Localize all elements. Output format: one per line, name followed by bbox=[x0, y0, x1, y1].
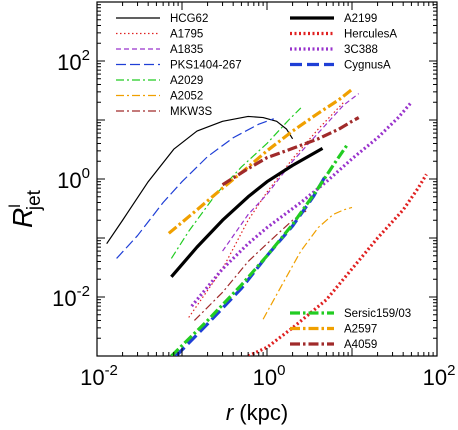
legend-label: A1795 bbox=[170, 29, 203, 41]
series-line-a4059 bbox=[221, 116, 360, 187]
series-line-a1795 bbox=[188, 101, 345, 318]
x-axis-title: r (kpc) bbox=[226, 400, 288, 425]
legend-label: A2029 bbox=[170, 75, 203, 87]
x-tick-label: 102 bbox=[423, 362, 456, 390]
legend-label: A2052 bbox=[170, 91, 203, 103]
legend-label: HerculesA bbox=[344, 29, 397, 41]
legend-label: A2597 bbox=[344, 324, 377, 336]
legend-label: MKW3S bbox=[170, 106, 213, 118]
y-axis-title: Rljet bbox=[7, 189, 45, 228]
series-line-herculesa bbox=[247, 173, 428, 356]
y-tick-label: 100 bbox=[57, 165, 90, 193]
series-line-a2199 bbox=[170, 147, 324, 278]
series-line-3c388 bbox=[190, 101, 413, 308]
series-line-hcg62 bbox=[106, 115, 294, 245]
series-line-a2052 bbox=[262, 206, 353, 320]
series-line-a2597 bbox=[167, 88, 353, 235]
x-tick-label: 10-2 bbox=[80, 362, 118, 390]
legend-label: A2199 bbox=[344, 13, 377, 25]
legend-label: A4059 bbox=[344, 339, 377, 351]
y-tick-label: 102 bbox=[57, 47, 90, 75]
series-line-a2029 bbox=[170, 107, 302, 259]
legend-label: CygnusA bbox=[344, 60, 391, 72]
x-tick-label: 100 bbox=[253, 362, 286, 390]
series-line-pks1404-267 bbox=[116, 118, 274, 259]
legend-label: PKS1404-267 bbox=[170, 60, 242, 72]
series-line-a1835 bbox=[222, 93, 360, 252]
legend-label: Sersic159/03 bbox=[344, 308, 411, 320]
series-line-sersic159-03 bbox=[170, 142, 350, 356]
legend-label: HCG62 bbox=[170, 13, 208, 25]
y-tick-label: 10-2 bbox=[52, 283, 90, 311]
plot-frame bbox=[96, 1, 438, 357]
legend-label: A1835 bbox=[170, 44, 203, 56]
legend-label: 3C388 bbox=[344, 44, 378, 56]
series-line-cygnusa bbox=[174, 173, 328, 356]
series-line-mkw3s bbox=[193, 209, 308, 321]
